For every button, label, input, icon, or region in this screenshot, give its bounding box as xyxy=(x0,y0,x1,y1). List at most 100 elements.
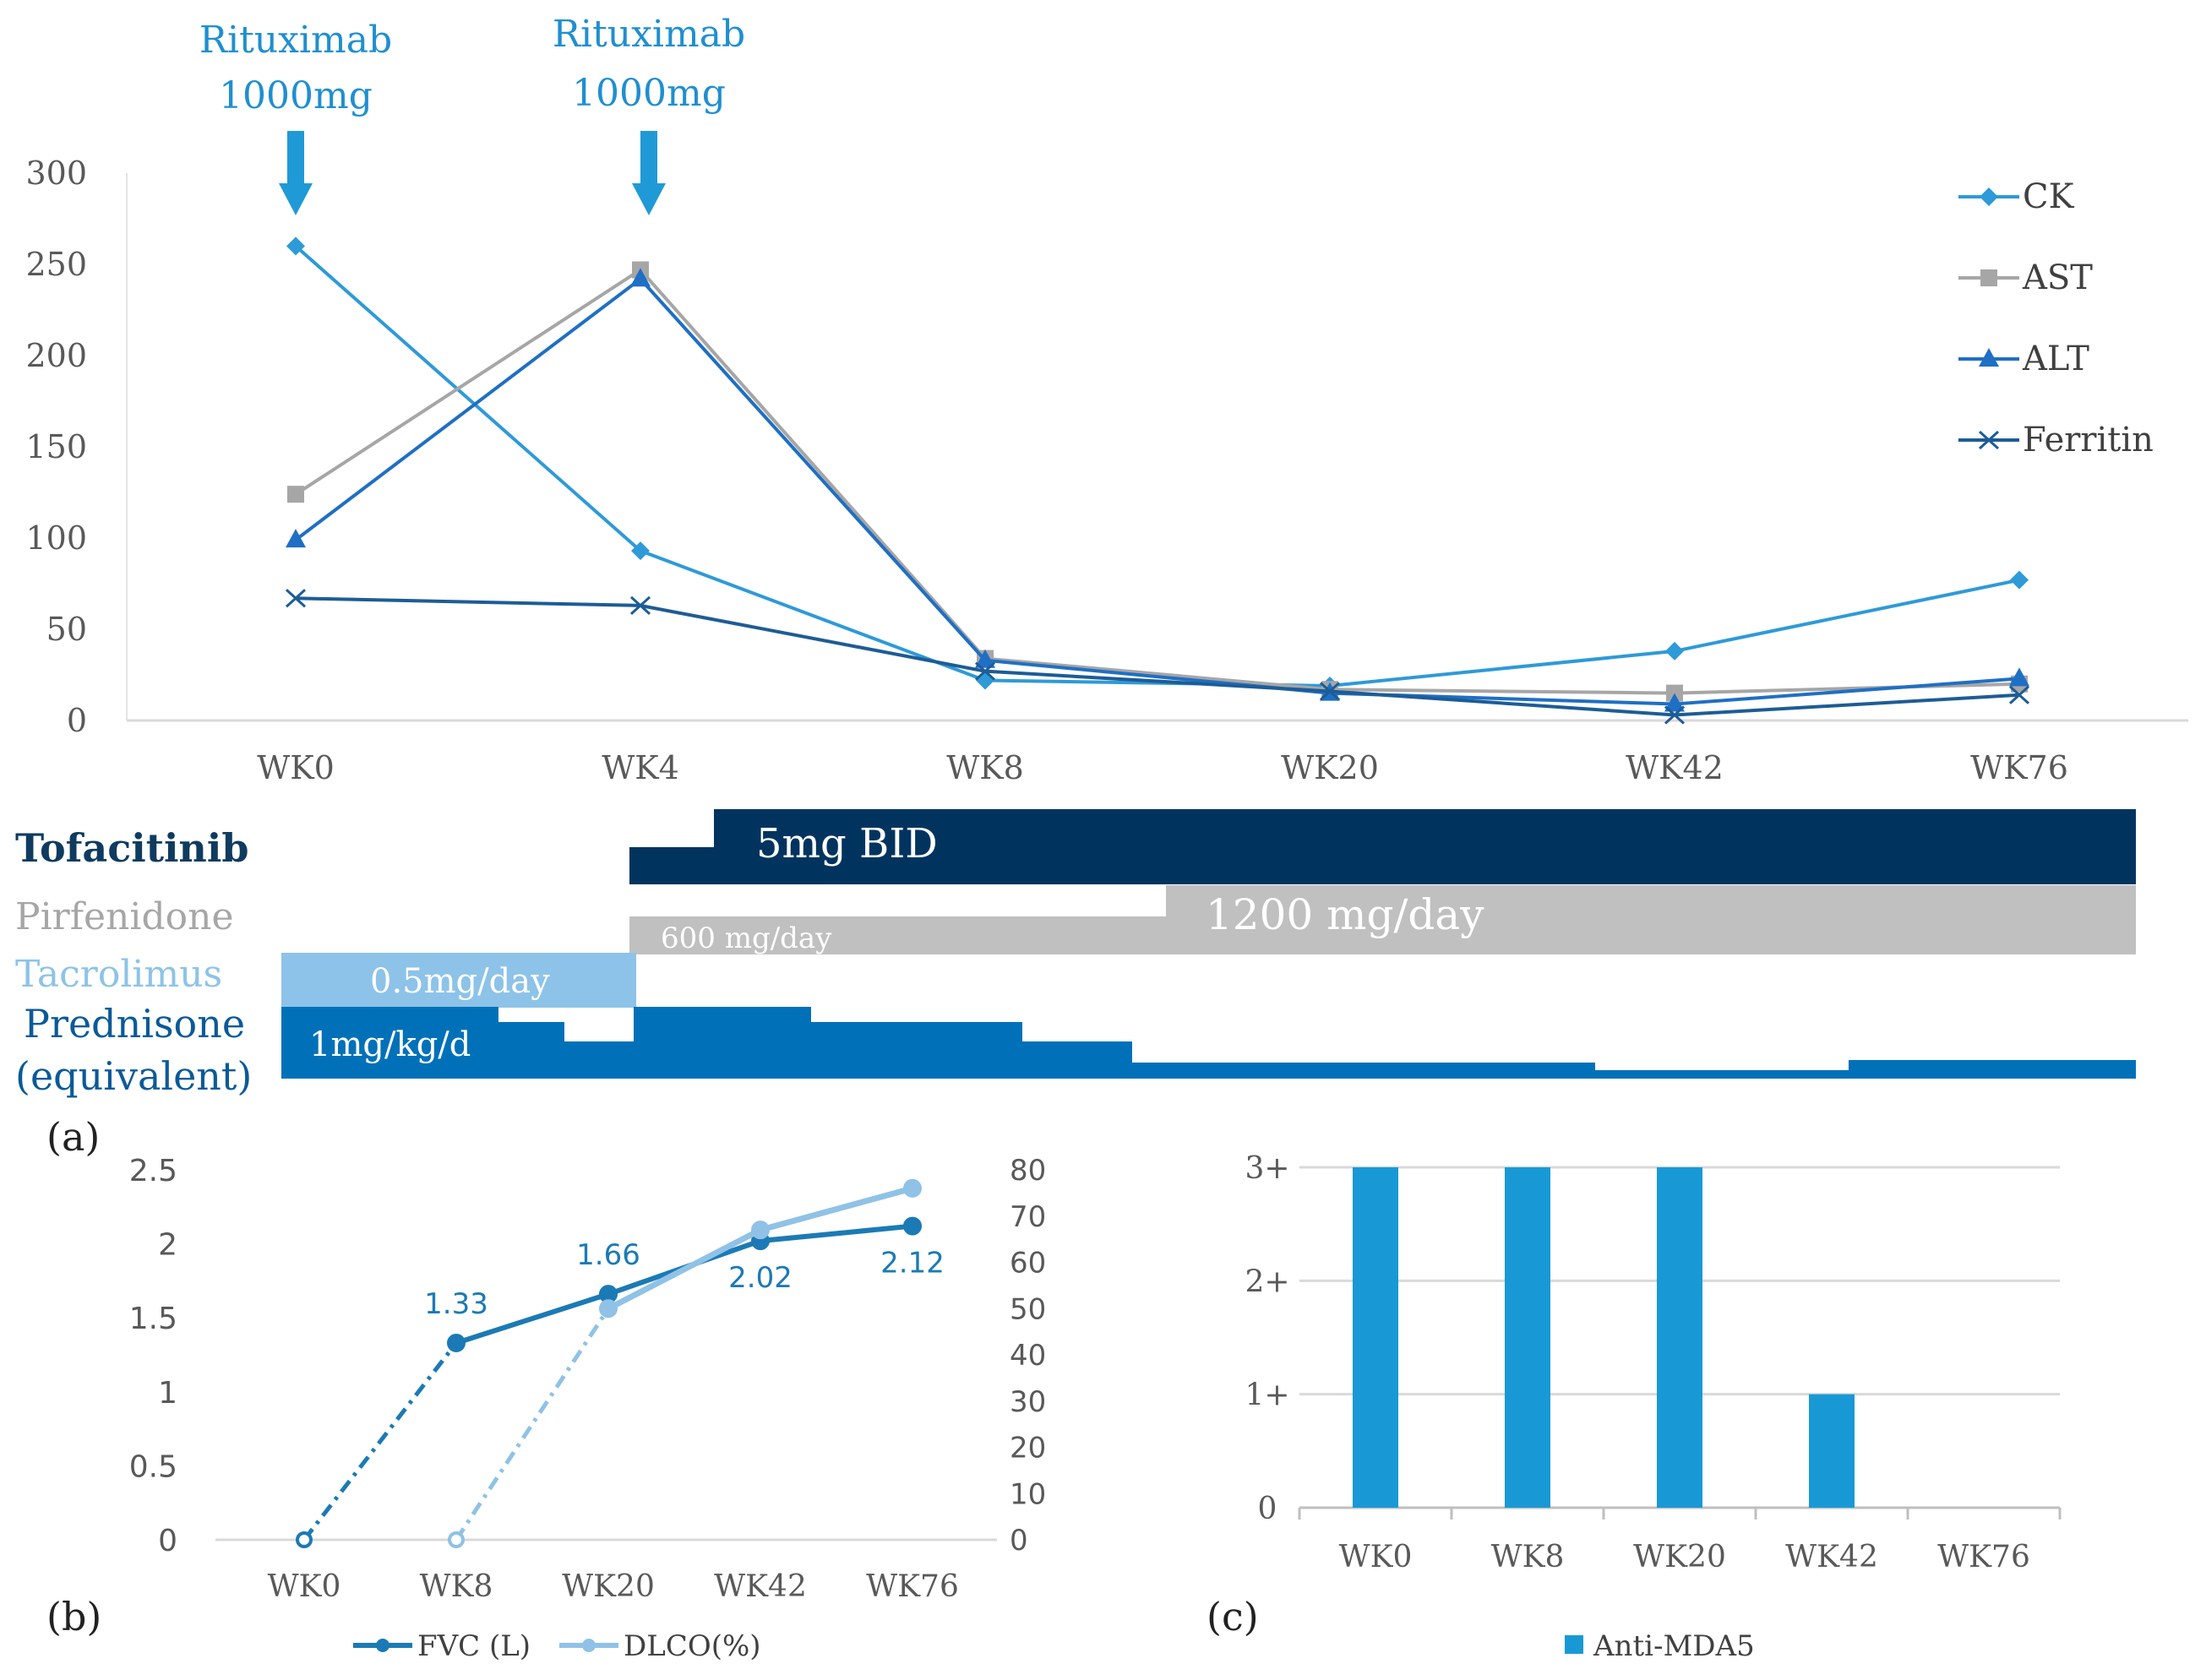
tacrolimus-dose: 0.5mg/day xyxy=(370,962,550,1001)
marker-stroke xyxy=(1319,682,1341,701)
fvc-line xyxy=(455,1223,913,1346)
tofacitinib-bar xyxy=(629,809,2136,884)
fvc-point xyxy=(447,1333,466,1352)
y-tick-label: 0 xyxy=(1258,1492,1277,1526)
rituximab-annotation-1: Rituximab 1000mg xyxy=(199,19,392,215)
x-tick-label: WK20 xyxy=(1281,749,1379,786)
pulmonary-function-chart: 0 0.5 1 1.5 2 2.5 0 10 20 30 40 50 60 70 80 WK0 WK8 WK2… xyxy=(129,1154,1047,1663)
data-point xyxy=(2009,667,2029,687)
panel-label-c: (c) xyxy=(1206,1594,1259,1639)
data-point xyxy=(974,661,996,681)
data-point xyxy=(1665,641,1684,661)
x-tick-label: WK20 xyxy=(562,1569,655,1604)
legend-label: DLCO(%) xyxy=(624,1629,761,1663)
legend-marker xyxy=(1980,188,1998,206)
anti-mda5-x-axis: WK0 WK8 WK20 WK42 WK76 xyxy=(1339,1540,2030,1574)
rituximab-annotation-2: Rituximab 1000mg xyxy=(553,13,745,215)
x-tick-label: WK0 xyxy=(268,1569,341,1604)
x-tick-label: WK76 xyxy=(1937,1540,2030,1574)
annotation-line1: Rituximab xyxy=(199,19,392,62)
marker-stroke xyxy=(1664,705,1686,725)
data-point xyxy=(630,268,651,287)
anti-mda5-y-axis: 0 1+ 2+ 3+ xyxy=(1245,1151,1289,1526)
y-tick-label: 300 xyxy=(25,155,87,192)
lab-values-x-axis: WK0 WK4 WK8 WK20 WK42 WK76 xyxy=(257,749,2068,786)
y2-tick-label: 20 xyxy=(1010,1432,1046,1465)
legend-label: AST xyxy=(2022,258,2093,297)
marker-stroke xyxy=(2008,685,2030,704)
y2-tick-label: 10 xyxy=(1010,1477,1046,1511)
x-tick-label: WK20 xyxy=(1633,1540,1726,1574)
bar-wk42 xyxy=(1809,1394,1855,1508)
y2-tick-label: 0 xyxy=(1010,1524,1028,1558)
pft-legend: FVC (L) DLCO(%) xyxy=(353,1629,761,1663)
tofacitinib-dose: 5mg BID xyxy=(756,820,938,867)
y-tick-label: 150 xyxy=(25,428,87,465)
legend-swatch xyxy=(1565,1635,1583,1654)
prednisone-bar xyxy=(281,1007,2136,1079)
anti-mda5-legend: Anti-MDA5 xyxy=(1565,1629,1755,1663)
y2-tick-label: 40 xyxy=(1010,1339,1046,1373)
legend-marker xyxy=(1978,430,2000,450)
data-point xyxy=(287,486,304,503)
y-tick-label: 2+ xyxy=(1245,1264,1289,1299)
series-line-ast xyxy=(294,267,2020,695)
data-point xyxy=(2010,570,2029,590)
pft-x-axis: WK0 WK8 WK20 WK42 WK76 xyxy=(268,1569,959,1604)
legend-label: Anti-MDA5 xyxy=(1593,1629,1755,1663)
x-tick-label: WK4 xyxy=(602,749,679,786)
prednisone-label: Prednisone xyxy=(24,1001,245,1047)
x-tick-label: WK8 xyxy=(946,749,1024,786)
treatment-timeline: Tofacitinib Pirfenidone Tacrolimus Predn… xyxy=(15,809,2136,1099)
series-line-ferritin xyxy=(295,596,2020,717)
y-tick-label: 250 xyxy=(25,246,87,283)
legend-label: ALT xyxy=(2022,340,2089,378)
anti-mda5-bars xyxy=(1353,1167,1855,1508)
marker-stroke xyxy=(285,589,307,608)
legend-marker xyxy=(582,1639,596,1652)
y-tick-label: 0 xyxy=(67,702,87,739)
y-tick-label: 3+ xyxy=(1245,1151,1289,1186)
x-tick-label: WK76 xyxy=(1970,749,2068,786)
panel-label-b: (b) xyxy=(46,1594,101,1639)
lab-values-series xyxy=(285,237,2030,725)
annotation-line1: Rituximab xyxy=(553,13,745,56)
fvc-data-label: 2.02 xyxy=(728,1261,793,1295)
y2-tick-label: 30 xyxy=(1010,1385,1046,1419)
data-point xyxy=(631,541,650,561)
y-tick-label: 1.5 xyxy=(129,1302,177,1336)
lab-values-y-axis: 0 50 100 150 200 250 300 xyxy=(25,155,87,739)
y2-tick-label: 60 xyxy=(1010,1247,1046,1280)
marker-stroke xyxy=(629,595,651,616)
y2-tick-label: 70 xyxy=(1010,1200,1046,1234)
panel-label-a: (a) xyxy=(46,1114,100,1160)
bar-wk8 xyxy=(1505,1167,1550,1508)
series-line-alt xyxy=(294,276,2020,706)
y-tick-label: 1 xyxy=(158,1376,177,1411)
fvc-data-label: 2.12 xyxy=(880,1247,945,1280)
legend-marker xyxy=(1979,348,1999,367)
lab-values-chart: 0 50 100 150 200 250 300 WK0 WK4 WK8 WK20 WK42 WK76… xyxy=(25,13,2188,786)
tacrolimus-bar xyxy=(281,953,636,1008)
y-tick-label: 1+ xyxy=(1245,1378,1289,1413)
data-point xyxy=(1664,705,1686,725)
pirfenidone-high-dose: 1200 mg/day xyxy=(1206,890,1484,939)
lab-values-legend: CK AST ALT Ferritin xyxy=(1958,177,2154,459)
anti-mda5-chart: 0 1+ 2+ 3+ WK0 WK8 WK20 WK42 WK76 Anti-MDA5 xyxy=(1245,1151,2062,1663)
down-arrow-icon xyxy=(279,131,313,215)
legend-marker xyxy=(1980,269,1997,286)
dlco-point xyxy=(751,1221,770,1240)
y-tick-label: 0 xyxy=(158,1524,177,1558)
marker-stroke xyxy=(1978,430,2000,450)
y-tick-label: 100 xyxy=(25,519,87,557)
pirfenidone-label: Pirfenidone xyxy=(15,895,233,938)
y-tick-label: 2.5 xyxy=(129,1154,177,1188)
tofacitinib-label: Tofacitinib xyxy=(15,825,249,871)
annotation-line2: 1000mg xyxy=(219,74,373,117)
x-tick-label: WK8 xyxy=(1491,1540,1565,1574)
legend-marker xyxy=(376,1639,389,1652)
y-tick-label: 50 xyxy=(46,611,87,648)
data-point xyxy=(629,595,651,616)
y2-tick-label: 80 xyxy=(1010,1154,1046,1188)
